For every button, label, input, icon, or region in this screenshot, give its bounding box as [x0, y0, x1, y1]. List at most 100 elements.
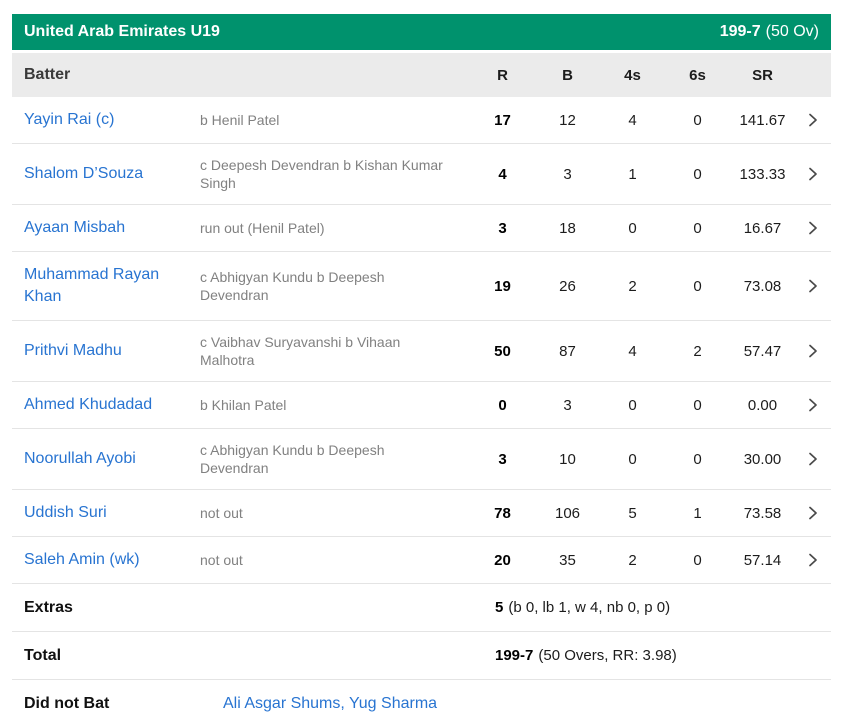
strike-rate-value: 30.00: [743, 450, 782, 468]
balls-value: 3: [563, 165, 572, 183]
fours-value: 5: [628, 504, 637, 522]
batter-row[interactable]: Muhammad Rayan Khan c Abhigyan Kundu b D…: [12, 252, 831, 321]
strike-rate-value: 57.47: [743, 342, 782, 360]
total-value: 199-7 (50 Overs, RR: 3.98): [470, 645, 831, 666]
batter-name-link[interactable]: Ayaan Misbah: [24, 219, 126, 236]
chevron-right-icon[interactable]: [795, 450, 831, 468]
dismissal-text: c Deepesh Devendran b Kishan Kumar Singh: [200, 157, 443, 191]
column-header-fours: 4s: [624, 66, 641, 84]
fours-value: 0: [628, 219, 637, 237]
chevron-right-icon[interactable]: [795, 277, 831, 295]
balls-value: 35: [559, 551, 576, 569]
runs-value: 0: [498, 396, 507, 414]
batter-name-cell: Ahmed Khudadad: [12, 394, 200, 416]
fours-value: 0: [628, 450, 637, 468]
chevron-right-icon[interactable]: [795, 165, 831, 183]
dismissal-text: c Abhigyan Kundu b Deepesh Devendran: [200, 442, 385, 476]
strike-rate-value: 141.67: [739, 111, 786, 129]
dismissal-text: b Henil Patel: [200, 112, 280, 128]
strike-rate-value: 133.33: [739, 165, 786, 183]
score-overs: (50 Ov): [765, 23, 819, 40]
chevron-right-icon[interactable]: [795, 551, 831, 569]
fours-value: 1: [628, 165, 637, 183]
did-not-bat-players-cell: Ali Asgar Shums, Yug Sharma: [200, 693, 831, 714]
runs-value: 3: [498, 450, 507, 468]
extras-total: 5: [495, 599, 504, 616]
strike-rate-value: 73.58: [743, 504, 782, 522]
batter-name-link[interactable]: Saleh Amin (wk): [24, 551, 140, 568]
sixes-value: 0: [693, 551, 702, 569]
batter-row[interactable]: Uddish Suri not out 78 106 5 1 73.58: [12, 490, 831, 537]
chevron-right-icon[interactable]: [795, 342, 831, 360]
batter-name-cell: Saleh Amin (wk): [12, 549, 200, 571]
sixes-value: 0: [693, 277, 702, 295]
chevron-right-icon[interactable]: [795, 219, 831, 237]
fours-value: 0: [628, 396, 637, 414]
fours-value: 2: [628, 551, 637, 569]
team-score: 199-7 (50 Ov): [720, 23, 819, 41]
batter-row[interactable]: Shalom D’Souza c Deepesh Devendran b Kis…: [12, 144, 831, 205]
chevron-right-icon[interactable]: [795, 504, 831, 522]
batter-row[interactable]: Prithvi Madhu c Vaibhav Suryavanshi b Vi…: [12, 321, 831, 382]
table-header-row: Batter R B 4s 6s SR: [12, 53, 831, 97]
score-runs-wickets: 199-7: [719, 23, 761, 40]
batter-name-cell: Muhammad Rayan Khan: [12, 264, 200, 308]
balls-value: 26: [559, 277, 576, 295]
extras-value: 5 (b 0, lb 1, w 4, nb 0, p 0): [470, 597, 831, 618]
balls-value: 12: [559, 111, 576, 129]
chevron-right-icon[interactable]: [795, 396, 831, 414]
total-label: Total: [24, 647, 62, 664]
total-overs-rr: (50 Overs, RR: 3.98): [538, 647, 677, 664]
team-header-bar: United Arab Emirates U19 199-7 (50 Ov): [12, 14, 831, 50]
batter-row[interactable]: Ahmed Khudadad b Khilan Patel 0 3 0 0 0.…: [12, 382, 831, 429]
batter-name-link[interactable]: Yayin Rai (c): [24, 111, 115, 128]
dismissal-text: run out (Henil Patel): [200, 220, 325, 236]
column-header-batter: Batter: [24, 66, 71, 83]
column-header-strike-rate: SR: [752, 66, 773, 84]
sixes-value: 1: [693, 504, 702, 522]
balls-value: 3: [563, 396, 572, 414]
batter-name-cell: Shalom D’Souza: [12, 163, 200, 185]
batter-row[interactable]: Saleh Amin (wk) not out 20 35 2 0 57.14: [12, 537, 831, 584]
batter-name-link[interactable]: Ahmed Khudadad: [24, 396, 153, 413]
balls-value: 87: [559, 342, 576, 360]
dismissal-text: c Abhigyan Kundu b Deepesh Devendran: [200, 269, 385, 303]
batter-row[interactable]: Ayaan Misbah run out (Henil Patel) 3 18 …: [12, 205, 831, 252]
extras-breakdown: (b 0, lb 1, w 4, nb 0, p 0): [508, 599, 671, 616]
sixes-value: 0: [693, 219, 702, 237]
dismissal-text: b Khilan Patel: [200, 397, 287, 413]
dismissal-text: not out: [200, 552, 243, 568]
batter-name-link[interactable]: Uddish Suri: [24, 504, 107, 521]
batter-name-cell: Ayaan Misbah: [12, 217, 200, 239]
did-not-bat-label: Did not Bat: [24, 695, 110, 712]
sixes-value: 0: [693, 165, 702, 183]
innings-scorecard: United Arab Emirates U19 199-7 (50 Ov) Ba…: [12, 14, 831, 721]
column-header-sixes: 6s: [689, 66, 706, 84]
column-header-runs: R: [497, 66, 508, 84]
batter-name-cell: Noorullah Ayobi: [12, 448, 200, 470]
fours-value: 2: [628, 277, 637, 295]
batter-name-link[interactable]: Muhammad Rayan Khan: [24, 266, 160, 305]
team-name: United Arab Emirates U19: [24, 23, 220, 40]
runs-value: 3: [498, 219, 507, 237]
total-row: Total 199-7 (50 Overs, RR: 3.98): [12, 632, 831, 680]
batter-rows-container: Yayin Rai (c) b Henil Patel 17 12 4 0 14…: [12, 97, 831, 584]
batter-name-cell: Uddish Suri: [12, 502, 200, 524]
did-not-bat-players-link[interactable]: Ali Asgar Shums, Yug Sharma: [223, 695, 438, 712]
batter-name-cell: Prithvi Madhu: [12, 340, 200, 362]
chevron-right-icon[interactable]: [795, 111, 831, 129]
dismissal-text: c Vaibhav Suryavanshi b Vihaan Malhotra: [200, 334, 401, 368]
fours-value: 4: [628, 342, 637, 360]
sixes-value: 0: [693, 111, 702, 129]
balls-value: 18: [559, 219, 576, 237]
batter-name-link[interactable]: Noorullah Ayobi: [24, 450, 136, 467]
batter-name-link[interactable]: Shalom D’Souza: [24, 165, 144, 182]
strike-rate-value: 73.08: [743, 277, 782, 295]
extras-label: Extras: [24, 599, 73, 616]
strike-rate-value: 0.00: [747, 396, 778, 414]
batter-row[interactable]: Yayin Rai (c) b Henil Patel 17 12 4 0 14…: [12, 97, 831, 144]
batter-name-link[interactable]: Prithvi Madhu: [24, 342, 122, 359]
batter-row[interactable]: Noorullah Ayobi c Abhigyan Kundu b Deepe…: [12, 429, 831, 490]
did-not-bat-row: Did not Bat Ali Asgar Shums, Yug Sharma: [12, 680, 831, 721]
balls-value: 10: [559, 450, 576, 468]
